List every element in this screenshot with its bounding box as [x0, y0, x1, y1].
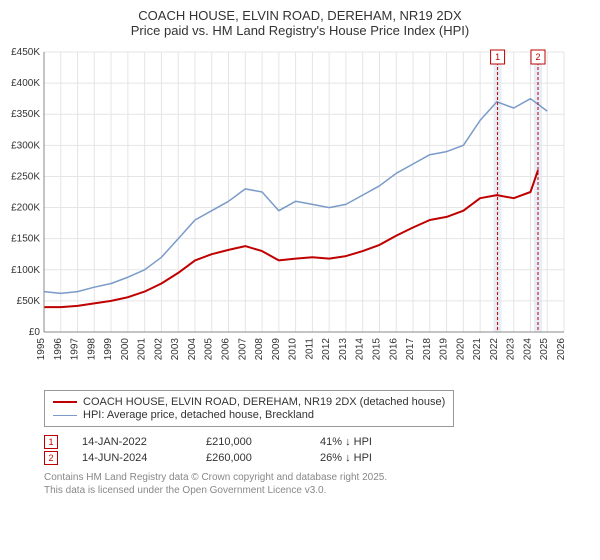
svg-text:£400K: £400K [11, 78, 40, 89]
copyright-line-2: This data is licensed under the Open Gov… [44, 484, 592, 497]
svg-text:2018: 2018 [422, 338, 433, 361]
svg-text:2010: 2010 [288, 338, 299, 361]
legend-swatch [53, 415, 77, 416]
svg-text:£300K: £300K [11, 140, 40, 151]
svg-text:£250K: £250K [11, 171, 40, 182]
svg-text:2015: 2015 [371, 338, 382, 361]
legend-row: COACH HOUSE, ELVIN ROAD, DEREHAM, NR19 2… [53, 396, 445, 408]
marker-row: 1 14-JAN-2022 £210,000 41% ↓ HPI [44, 435, 592, 449]
svg-text:1996: 1996 [53, 338, 64, 361]
marker-badge: 1 [44, 435, 58, 449]
marker-diff: 41% ↓ HPI [320, 436, 372, 448]
marker-price: £260,000 [206, 452, 296, 464]
svg-text:2016: 2016 [388, 338, 399, 361]
svg-text:£450K: £450K [11, 47, 40, 58]
svg-text:2012: 2012 [321, 338, 332, 361]
svg-text:2021: 2021 [472, 338, 483, 361]
chart-container: 1 2 £0 £50K £100K £150K £200K £250K £300K £350K £4… [8, 44, 592, 384]
svg-text:2007: 2007 [237, 338, 248, 361]
svg-text:2024: 2024 [522, 338, 533, 361]
legend-swatch [53, 401, 77, 403]
svg-text:2003: 2003 [170, 338, 181, 361]
svg-text:2020: 2020 [455, 338, 466, 361]
svg-text:1: 1 [495, 52, 500, 62]
svg-text:2025: 2025 [539, 338, 550, 361]
svg-text:2008: 2008 [254, 338, 265, 361]
chart-title-block: COACH HOUSE, ELVIN ROAD, DEREHAM, NR19 2… [8, 8, 592, 38]
svg-text:£150K: £150K [11, 234, 40, 245]
svg-text:£50K: £50K [17, 296, 41, 307]
marker-row: 2 14-JUN-2024 £260,000 26% ↓ HPI [44, 451, 592, 465]
svg-text:2011: 2011 [304, 338, 315, 360]
svg-text:£100K: £100K [11, 265, 40, 276]
marker-date: 14-JAN-2022 [82, 436, 182, 448]
copyright-block: Contains HM Land Registry data © Crown c… [44, 471, 592, 497]
svg-text:1995: 1995 [36, 338, 47, 361]
marker-price: £210,000 [206, 436, 296, 448]
svg-text:2019: 2019 [439, 338, 450, 361]
svg-text:2026: 2026 [556, 338, 567, 361]
title-line-2: Price paid vs. HM Land Registry's House … [8, 23, 592, 38]
price-chart: 1 2 £0 £50K £100K £150K £200K £250K £300K £350K £4… [8, 44, 578, 384]
svg-text:1999: 1999 [103, 338, 114, 361]
copyright-line-1: Contains HM Land Registry data © Crown c… [44, 471, 592, 484]
svg-text:2000: 2000 [120, 338, 131, 361]
legend-row: HPI: Average price, detached house, Brec… [53, 409, 445, 421]
title-line-1: COACH HOUSE, ELVIN ROAD, DEREHAM, NR19 2… [8, 8, 592, 23]
svg-text:£350K: £350K [11, 109, 40, 120]
svg-text:2014: 2014 [355, 338, 366, 361]
legend-label: HPI: Average price, detached house, Brec… [83, 409, 314, 421]
marker-date: 14-JUN-2024 [82, 452, 182, 464]
svg-text:£200K: £200K [11, 203, 40, 214]
svg-text:2009: 2009 [271, 338, 282, 361]
legend: COACH HOUSE, ELVIN ROAD, DEREHAM, NR19 2… [44, 390, 454, 427]
svg-text:2004: 2004 [187, 338, 198, 361]
svg-text:2005: 2005 [204, 338, 215, 361]
svg-text:2006: 2006 [221, 338, 232, 361]
marker-diff: 26% ↓ HPI [320, 452, 372, 464]
svg-text:2013: 2013 [338, 338, 349, 361]
svg-text:2002: 2002 [153, 338, 164, 361]
svg-text:2023: 2023 [506, 338, 517, 361]
svg-text:2022: 2022 [489, 338, 500, 361]
svg-text:2: 2 [535, 52, 540, 62]
svg-text:£0: £0 [29, 327, 41, 338]
svg-text:1998: 1998 [86, 338, 97, 361]
marker-badge: 2 [44, 451, 58, 465]
markers-table: 1 14-JAN-2022 £210,000 41% ↓ HPI 2 14-JUN-202… [44, 435, 592, 465]
legend-label: COACH HOUSE, ELVIN ROAD, DEREHAM, NR19 2… [83, 396, 445, 408]
svg-text:1997: 1997 [70, 338, 81, 361]
svg-text:2017: 2017 [405, 338, 416, 361]
svg-text:2001: 2001 [137, 338, 148, 361]
